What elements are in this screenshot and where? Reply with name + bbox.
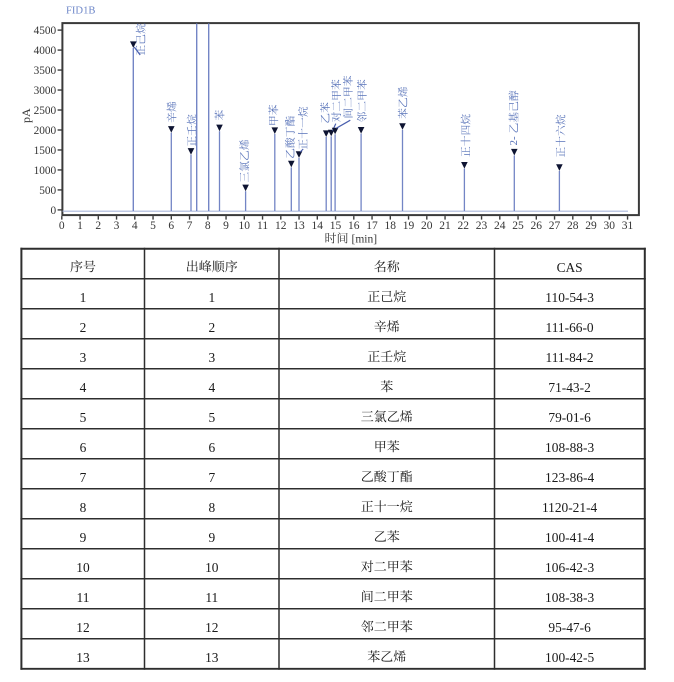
svg-text:100-41-4: 100-41-4 [545, 530, 594, 545]
svg-text:24: 24 [494, 220, 506, 232]
svg-text:9: 9 [223, 220, 229, 232]
svg-text:1: 1 [80, 290, 87, 305]
svg-text:10: 10 [239, 220, 251, 232]
svg-text:13: 13 [76, 650, 90, 665]
svg-text:5: 5 [208, 410, 215, 425]
svg-text:6: 6 [208, 440, 215, 455]
svg-text:2000: 2000 [34, 125, 57, 137]
svg-text:6: 6 [80, 440, 87, 455]
svg-text:3500: 3500 [34, 65, 57, 77]
svg-text:9: 9 [208, 530, 215, 545]
svg-text:2-: 2- [508, 136, 520, 146]
svg-text:pA: pA [19, 108, 33, 123]
svg-text:14: 14 [312, 220, 324, 232]
svg-text:13: 13 [205, 650, 219, 665]
svg-text:11: 11 [77, 590, 90, 605]
svg-text:1500: 1500 [34, 145, 57, 157]
svg-text:10: 10 [76, 560, 90, 575]
svg-text:30: 30 [604, 220, 616, 232]
svg-text:12: 12 [76, 620, 89, 635]
svg-text:7: 7 [80, 470, 87, 485]
svg-text:11: 11 [205, 590, 218, 605]
svg-text:2: 2 [80, 320, 87, 335]
svg-text:4: 4 [132, 220, 138, 232]
svg-text:7: 7 [208, 470, 215, 485]
svg-text:100-42-5: 100-42-5 [545, 650, 594, 665]
svg-text:25: 25 [512, 220, 524, 232]
svg-text:15: 15 [330, 220, 342, 232]
svg-text:26: 26 [531, 220, 543, 232]
svg-text:10: 10 [205, 560, 219, 575]
svg-text:CAS: CAS [557, 260, 583, 275]
svg-text:2: 2 [208, 320, 215, 335]
svg-text:1000: 1000 [34, 165, 57, 177]
svg-text:4: 4 [80, 380, 87, 395]
svg-text:29: 29 [585, 220, 597, 232]
svg-text:500: 500 [39, 185, 56, 197]
svg-text:18: 18 [385, 220, 397, 232]
svg-text:31: 31 [622, 220, 634, 232]
svg-text:13: 13 [293, 220, 305, 232]
svg-text:9: 9 [80, 530, 87, 545]
svg-text:2500: 2500 [34, 105, 57, 117]
svg-text:3: 3 [114, 220, 120, 232]
svg-text:2: 2 [95, 220, 101, 232]
svg-text:111-84-2: 111-84-2 [546, 350, 594, 365]
svg-text:8: 8 [208, 500, 215, 515]
svg-text:4500: 4500 [34, 25, 57, 37]
svg-text:5: 5 [150, 220, 156, 232]
svg-text:16: 16 [348, 220, 360, 232]
svg-text:110-54-3: 110-54-3 [545, 290, 594, 305]
svg-text:111-66-0: 111-66-0 [546, 320, 594, 335]
svg-text:79-01-6: 79-01-6 [548, 410, 591, 425]
svg-text:[min]: [min] [352, 234, 378, 246]
svg-text:4: 4 [208, 380, 215, 395]
svg-text:4000: 4000 [34, 45, 57, 57]
svg-text:123-86-4: 123-86-4 [545, 470, 594, 485]
svg-text:28: 28 [567, 220, 579, 232]
svg-text:23: 23 [476, 220, 488, 232]
svg-text:FID1B: FID1B [66, 5, 95, 16]
svg-text:1120-21-4: 1120-21-4 [542, 500, 598, 515]
svg-text:6: 6 [168, 220, 174, 232]
svg-text:21: 21 [439, 220, 451, 232]
svg-text:19: 19 [403, 220, 415, 232]
svg-text:3000: 3000 [34, 85, 57, 97]
svg-text:11: 11 [257, 220, 268, 232]
svg-text:7: 7 [187, 220, 193, 232]
svg-text:17: 17 [366, 220, 378, 232]
svg-text:12: 12 [205, 620, 218, 635]
svg-text:5: 5 [80, 410, 87, 425]
svg-text:3: 3 [208, 350, 215, 365]
svg-text:12: 12 [275, 220, 287, 232]
svg-text:8: 8 [80, 500, 87, 515]
svg-text:108-88-3: 108-88-3 [545, 440, 594, 455]
svg-text:27: 27 [549, 220, 561, 232]
svg-text:95-47-6: 95-47-6 [548, 620, 591, 635]
svg-text:0: 0 [51, 205, 57, 217]
svg-text:106-42-3: 106-42-3 [545, 560, 594, 575]
svg-text:108-38-3: 108-38-3 [545, 590, 594, 605]
svg-text:3: 3 [80, 350, 87, 365]
svg-text:22: 22 [458, 220, 470, 232]
svg-text:71-43-2: 71-43-2 [548, 380, 590, 395]
svg-text:0: 0 [59, 220, 65, 232]
svg-text:20: 20 [421, 220, 433, 232]
svg-text:1: 1 [77, 220, 83, 232]
svg-text:8: 8 [205, 220, 211, 232]
svg-text:1: 1 [208, 290, 215, 305]
